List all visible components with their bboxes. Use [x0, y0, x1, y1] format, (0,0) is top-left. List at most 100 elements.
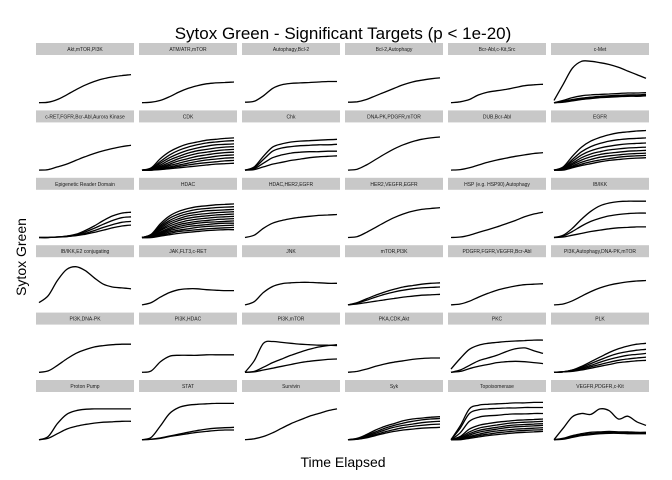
series-line	[244, 80, 337, 103]
series-line	[38, 220, 132, 239]
series-line	[347, 357, 440, 373]
facet-panel: JNK	[242, 245, 340, 306]
facet-label: Chk	[287, 114, 296, 120]
series-line	[553, 142, 647, 171]
facet-strip	[242, 312, 340, 325]
facet-panel: VEGFR,PDGFR,c-Kit	[551, 380, 649, 441]
facet-strip	[36, 43, 134, 55]
facet-label: PI3K,mTOR	[278, 317, 305, 323]
series-line	[347, 206, 441, 239]
series-line	[141, 208, 235, 239]
series-line	[347, 420, 441, 441]
facet-label: IB/IKK,E2 conjugating	[61, 249, 110, 255]
facet-strip	[36, 110, 134, 123]
series-line	[347, 77, 441, 103]
series-line	[553, 359, 647, 373]
series-line	[553, 60, 647, 101]
facet-label: DNA-PK,PDGFR,mTOR	[367, 114, 421, 120]
facet-label: EGFR	[593, 114, 607, 120]
series-line	[141, 217, 235, 239]
series-line	[141, 137, 235, 171]
series-line	[450, 283, 544, 306]
facet-strip	[139, 312, 237, 325]
series-line	[38, 73, 132, 104]
facet-label: c-Met	[594, 47, 607, 53]
facet-strip	[551, 312, 649, 325]
series-line	[553, 431, 646, 441]
series-line	[450, 424, 544, 441]
facet-label: PI3K,HDAC	[175, 317, 202, 323]
facet-label: HSP (e.g. HSP90),Autophagy	[464, 182, 530, 188]
facet-strip	[242, 110, 340, 123]
series-line	[553, 129, 647, 171]
series-line	[450, 412, 544, 441]
series-line	[244, 408, 338, 441]
series-line	[141, 354, 234, 373]
facet-panel: STAT	[139, 380, 237, 441]
facet-panel: PLK	[551, 312, 649, 373]
facet-label: HER2,VEGFR,EGFR	[370, 182, 418, 188]
facet-strip	[139, 245, 237, 258]
series-line	[141, 206, 235, 239]
facet-panel: c-RET,FGFR,Bcr-Abl,Aurora Kinase	[36, 110, 134, 171]
series-line	[141, 145, 235, 171]
series-line	[244, 344, 338, 373]
facet-strip	[345, 312, 443, 325]
facet-strip	[139, 380, 237, 392]
x-axis-label: Time Elapsed	[300, 454, 385, 470]
facet-strip	[345, 110, 443, 123]
series-line	[450, 428, 544, 441]
series-line	[450, 360, 544, 373]
series-line	[450, 83, 544, 104]
facet-strip	[448, 245, 546, 258]
facet-panel: ATM/ATR,mTOR	[139, 43, 237, 104]
series-line	[347, 136, 441, 171]
facet-strip	[551, 380, 649, 392]
facet-panel: Akt,mTOR,PI3K	[36, 43, 134, 104]
facet-label: ATM/ATR,mTOR	[169, 47, 207, 53]
series-line	[553, 91, 647, 104]
series-line	[38, 144, 132, 171]
series-line	[244, 138, 338, 171]
facet-label: Topoisomerase	[480, 384, 514, 390]
facet-label: STAT	[182, 384, 194, 390]
series-line	[141, 203, 235, 239]
facet-strip	[242, 245, 340, 258]
series-line	[450, 430, 544, 441]
facet-strip	[345, 43, 443, 55]
series-line	[450, 406, 543, 441]
series-line	[244, 150, 337, 171]
facet-label: JAK,FLT3,c-RET	[169, 249, 206, 255]
facet-panel: Bcl-2,Autophagy	[345, 43, 443, 103]
facet-strip	[242, 380, 340, 392]
chart-title: Sytox Green - Significant Targets (p < 1…	[175, 24, 512, 43]
series-line	[141, 140, 235, 171]
facet-strip	[36, 380, 134, 392]
series-line	[244, 340, 338, 373]
facet-label: DUB,Bcr-Abl	[483, 114, 511, 120]
facet-strip	[551, 177, 649, 190]
series-line	[347, 426, 441, 441]
facet-label: HDAC,HER2,EGFR	[269, 182, 314, 188]
facet-strip	[36, 177, 134, 190]
facet-label: PI3K,DNA-PK	[69, 317, 101, 323]
y-axis-label: Sytox Green	[13, 218, 29, 296]
facet-label: IB/IKK	[593, 182, 608, 188]
facet-label: HDAC	[181, 182, 196, 188]
facet-label: Survivin	[282, 384, 300, 390]
facet-panel: DUB,Bcr-Abl	[448, 110, 546, 171]
facet-strip	[551, 245, 649, 258]
facet-panel: HSP (e.g. HSP90),Autophagy	[448, 177, 546, 239]
series-line	[141, 288, 235, 306]
facet-panel: PKC	[448, 312, 546, 373]
series-line	[244, 155, 338, 171]
facet-label: mTOR,PI3K	[381, 249, 409, 255]
facet-strip	[345, 380, 443, 392]
series-line	[450, 422, 544, 441]
series-line	[553, 226, 647, 239]
series-line	[450, 401, 543, 441]
series-line	[553, 146, 647, 171]
facet-panel: EGFR	[551, 110, 649, 171]
facet-panel: HDAC	[139, 177, 237, 239]
